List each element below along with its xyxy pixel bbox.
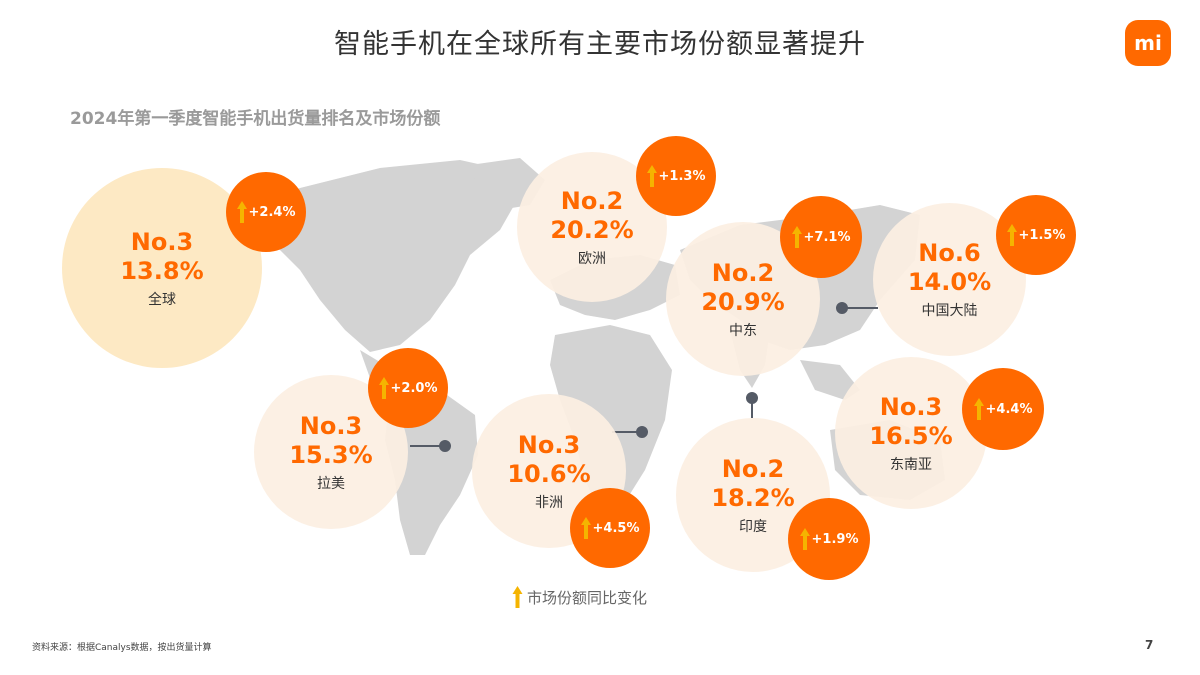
rank-label: No.3: [299, 411, 363, 440]
chart-subtitle: 2024年第一季度智能手机出货量排名及市场份额: [70, 109, 441, 129]
share-value: 20.9%: [701, 287, 785, 316]
rank-label: No.2: [711, 258, 775, 287]
south-america-shape: [385, 390, 478, 555]
africa-shape: [550, 325, 672, 512]
rank-label: No.3: [517, 430, 581, 459]
share-value: 13.8%: [120, 256, 204, 285]
connector-latam-dot: [439, 440, 451, 452]
market-bubble-latam: No.3 15.3% 拉美: [254, 375, 408, 529]
region-label: 欧洲: [578, 250, 606, 267]
share-value: 20.2%: [550, 215, 634, 244]
up-arrow-icon: [378, 377, 389, 399]
change-value: +1.5%: [1018, 227, 1066, 243]
change-badge-india: +1.9%: [788, 498, 870, 580]
up-arrow-icon: [791, 226, 802, 248]
change-badge-southeast-asia: +4.4%: [962, 368, 1044, 450]
up-arrow-icon: [1006, 224, 1017, 246]
share-value: 14.0%: [907, 268, 992, 296]
share-value: 18.2%: [711, 483, 795, 512]
rank-label: No.3: [130, 227, 194, 256]
page-number: 7: [1145, 638, 1154, 652]
share-value: 16.5%: [869, 421, 953, 450]
connector-china-dot: [836, 302, 848, 314]
share-value: 15.3%: [289, 440, 373, 469]
rank-label: No.2: [721, 454, 785, 483]
change-badge-global: +2.4%: [226, 172, 306, 252]
southeast-asia-shape: [800, 360, 860, 400]
legend: 市场份额同比变化: [512, 586, 647, 608]
change-badge-latam: +2.0%: [368, 348, 448, 428]
rank-label: No.2: [560, 186, 624, 215]
region-label: 东南亚: [890, 456, 932, 473]
change-value: +4.5%: [592, 520, 640, 536]
change-badge-china: +1.5%: [996, 195, 1076, 275]
market-bubble-southeast-asia: No.3 16.5% 东南亚: [835, 357, 987, 509]
change-value: +4.4%: [985, 401, 1033, 417]
xiaomi-logo: mi: [1125, 20, 1171, 66]
region-label: 中国大陆: [921, 303, 978, 319]
up-arrow-icon: [973, 398, 984, 420]
region-label: 印度: [739, 518, 767, 535]
share-value: 10.6%: [507, 459, 591, 488]
change-badge-europe: +1.3%: [636, 136, 716, 216]
up-arrow-icon: [646, 165, 657, 187]
region-label: 拉美: [317, 475, 345, 492]
up-arrow-icon: [799, 528, 810, 550]
change-value: +7.1%: [803, 229, 851, 245]
change-value: +1.3%: [658, 168, 706, 184]
region-label: 中东: [729, 322, 757, 339]
change-badge-africa: +4.5%: [570, 488, 650, 568]
up-arrow-icon: [512, 586, 523, 608]
connector-india-dot: [746, 392, 758, 404]
change-badge-middle-east: +7.1%: [780, 196, 862, 278]
change-value: +2.4%: [248, 204, 296, 220]
up-arrow-icon: [580, 517, 591, 539]
region-label: 非洲: [535, 494, 563, 511]
source-note: 资料来源：根据Canalys数据，按出货量计算: [32, 643, 212, 653]
rank-label: No.6: [918, 239, 981, 267]
region-label: 全球: [148, 291, 176, 308]
legend-label: 市场份额同比变化: [527, 588, 648, 607]
page-title: 智能手机在全球所有主要市场份额显著提升: [334, 29, 866, 60]
rank-label: No.3: [879, 392, 943, 421]
change-value: +1.9%: [811, 531, 859, 547]
up-arrow-icon: [236, 201, 247, 223]
connector-africa-dot: [636, 426, 648, 438]
change-value: +2.0%: [390, 380, 438, 396]
